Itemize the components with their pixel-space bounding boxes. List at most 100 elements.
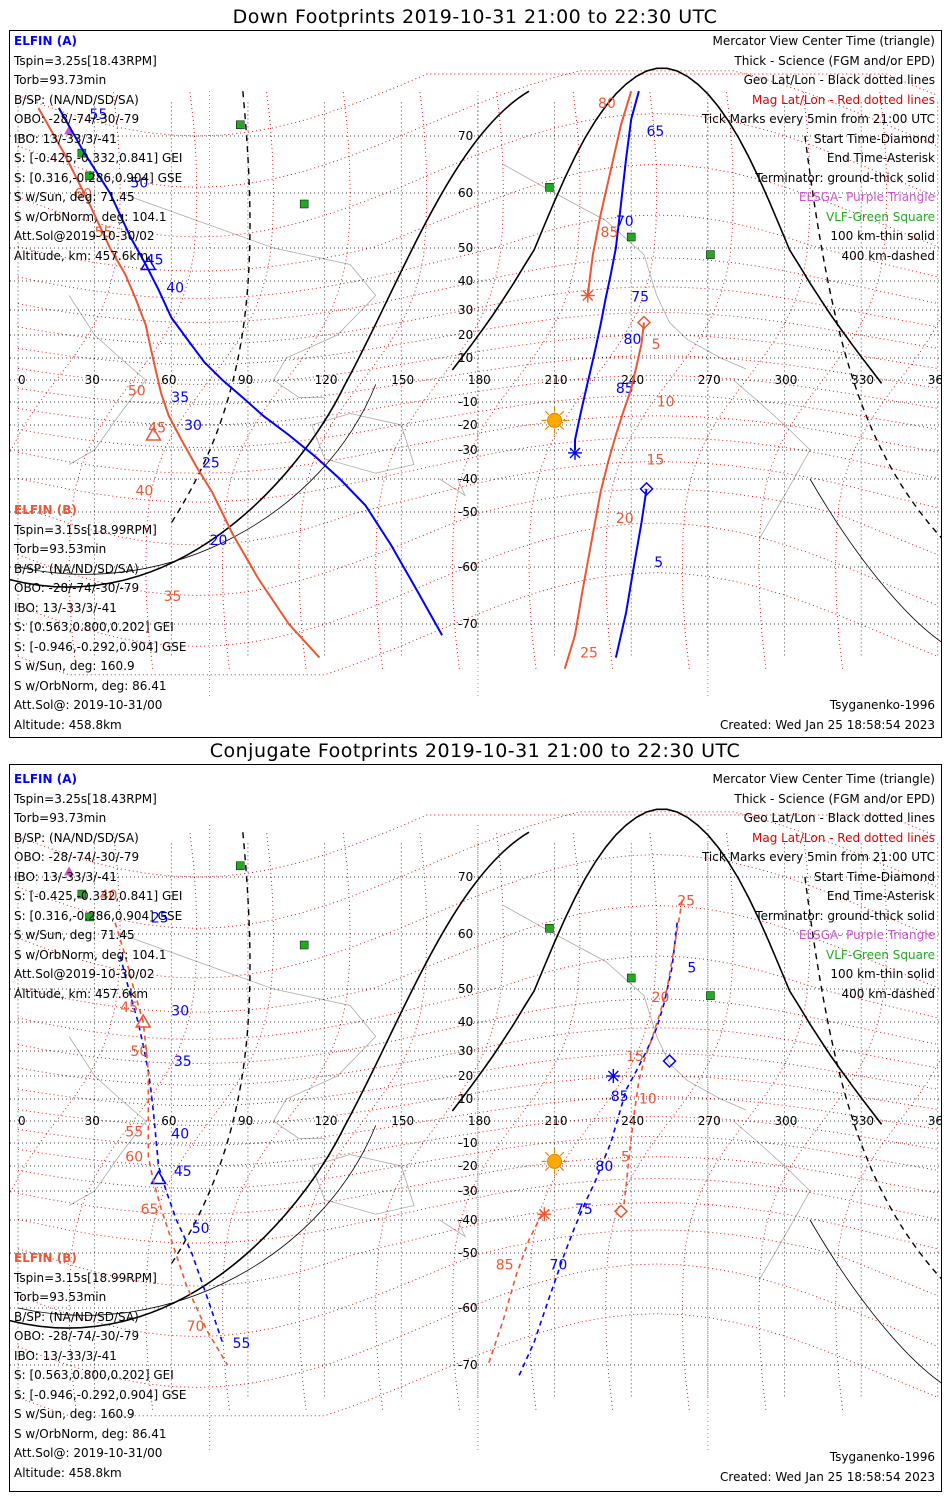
- sat-b-track-south: 5 10 15 20 25: [563, 315, 675, 670]
- lat-tick-label: 20: [458, 328, 473, 342]
- track-tick-label: 25: [580, 646, 598, 662]
- track-tick-label: 20: [210, 533, 228, 549]
- vlf-square: [85, 912, 94, 922]
- lat-tick-label: -30: [458, 443, 478, 457]
- start-diamond: [662, 1053, 677, 1069]
- sat-b-line: B/SP: (NA/ND/SD/SA): [14, 1309, 139, 1324]
- lon-tick-label: 0: [18, 1114, 26, 1128]
- lon-tick-label: 270: [698, 1114, 721, 1128]
- sat-b-line: IBO: 13/-33/3/-41: [14, 1348, 117, 1363]
- sat-b-line: Torb=93.53min: [14, 542, 107, 556]
- legend-item: ELSGA- Purple Triangle: [798, 190, 935, 204]
- legend-item: VLF-Green Square: [826, 209, 935, 224]
- sat-a-line: IBO: 13/-33/3/-41: [14, 869, 117, 884]
- track-tick-label: 5: [654, 555, 663, 571]
- legend-item: Terminator: ground-thick solid: [755, 908, 935, 923]
- map-canvas-down: 0306090120150180210240270300330360706050…: [10, 67, 941, 697]
- track-line: [58, 107, 444, 636]
- sat-a-line: IBO: 13/-33/3/-41: [14, 131, 117, 146]
- sat-b-line: Tspin=3.15s[18.99RPM]: [14, 1270, 157, 1285]
- track-tick-label: 40: [171, 1127, 189, 1143]
- track-tick-label: 45: [148, 421, 166, 437]
- legend-item: Start Time-Diamond: [813, 131, 935, 146]
- lat-tick-label: 30: [458, 1044, 473, 1058]
- sat-b-track-southwest: 85: [487, 1207, 552, 1366]
- start-diamond: [636, 315, 652, 330]
- track-tick-label: 75: [575, 1202, 593, 1218]
- track-tick-label: 20: [616, 511, 634, 527]
- sat-a-line: B/SP: (NA/ND/SD/SA): [14, 830, 139, 845]
- sat-b-info: ELFIN (B) Tspin=3.15s[18.99RPM] Torb=93.…: [14, 501, 187, 735]
- end-asterisk: [537, 1207, 552, 1222]
- sat-a-track-east: 65 70 75 80 85: [567, 90, 664, 460]
- lon-tick-label: 210: [545, 373, 568, 387]
- sat-a-line: Altitude, km: 457.6km: [14, 248, 149, 263]
- sat-b-line: OBO: -28/-74/-30/-79: [14, 1329, 140, 1343]
- track-tick-label: 85: [611, 1089, 629, 1105]
- legend-item: VLF-Green Square: [826, 947, 935, 962]
- track-tick-label: 40: [100, 888, 118, 904]
- track-line: [573, 90, 640, 450]
- legend-item: Mercator View Center Time (triangle): [712, 772, 935, 786]
- track-tick-label: 50: [130, 1044, 148, 1060]
- sat-a-line: Altitude, km: 457.6km: [14, 986, 149, 1001]
- vlf-square: [77, 889, 87, 899]
- lon-tick-label: 180: [468, 373, 491, 387]
- track-tick-label: 50: [128, 383, 146, 399]
- map-canvas-conjugate: 0306090120150180210240270300330360706050…: [10, 808, 941, 1451]
- sat-b-info: ELFIN (B) Tspin=3.15s[18.99RPM] Torb=93.…: [14, 1249, 187, 1483]
- sat-b-line: S: [-0.946,-0.292,0.904] GSE: [14, 1387, 187, 1402]
- legend-item: 100 km-thin solid: [830, 229, 935, 243]
- vlf-square: [545, 924, 554, 933]
- sat-a-line: Att.Sol@2019-10-30/02: [14, 229, 155, 243]
- track-tick-label: 60: [74, 187, 92, 203]
- legend-item: 400 km-dashed: [841, 248, 935, 263]
- sat-a-line: OBO: -28/-74/-30/-79: [14, 112, 140, 126]
- lat-tick-label: -30: [458, 1184, 478, 1198]
- track-tick-label: 50: [192, 1221, 210, 1237]
- lon-tick-label: 120: [315, 373, 338, 387]
- track-tick-label: 85: [601, 225, 619, 241]
- lon-tick-label: 60: [161, 1114, 176, 1128]
- sat-a-line: S: [0.316,-0.286,0.904] GSE: [14, 908, 183, 923]
- sat-b-line: Altitude: 458.8km: [14, 1465, 122, 1480]
- terminator: [10, 67, 941, 643]
- vlf-square: [706, 250, 715, 259]
- sat-b-track-west: 40 45 50 55 60 65 70: [100, 888, 229, 1366]
- lon-tick-label: 270: [698, 373, 721, 387]
- lat-tick-label: 50: [458, 982, 473, 996]
- sat-a-line: Tspin=3.25s[18.43RPM]: [14, 791, 157, 806]
- lat-tick-label: -70: [458, 617, 478, 631]
- sat-a-info: ELFIN (A) Tspin=3.25s[18.43RPM] Torb=93.…: [14, 32, 182, 266]
- vlf-square: [236, 861, 245, 871]
- sat-a-line: B/SP: (NA/ND/SD/SA): [14, 92, 139, 107]
- geo-grid: [10, 843, 941, 1399]
- vlf-square: [545, 183, 554, 192]
- center-time-triangle: [134, 1013, 152, 1028]
- track-tick-label: 20: [652, 990, 670, 1006]
- sat-a-line: OBO: -28/-74/-30/-79: [14, 850, 140, 864]
- track-tick-label: 15: [626, 1049, 644, 1065]
- legend-item: 100 km-thin solid: [830, 967, 935, 981]
- lat-tick-label: 40: [458, 274, 473, 288]
- lat-tick-label: -10: [458, 1136, 478, 1150]
- lat-tick-label: 30: [458, 303, 473, 317]
- lat-tick-label: -50: [458, 1246, 478, 1260]
- track-tick-label: 10: [657, 395, 675, 411]
- track-tick-label: 55: [125, 1124, 143, 1140]
- sat-a-line: S: [-0.425,-0.332,0.841] GEI: [14, 151, 183, 165]
- track-tick-label: 80: [624, 332, 642, 348]
- sat-a-track-east: 5 85 80 75 70: [518, 922, 696, 1377]
- track-tick-label: 70: [616, 214, 634, 230]
- vlf-stations: [77, 861, 715, 1000]
- legend-item: End Time-Asterisk: [826, 151, 935, 165]
- sat-a-line: S: [0.316,-0.286,0.904] GSE: [14, 170, 183, 185]
- sat-b-line: Att.Sol@: 2019-10-31/00: [14, 1446, 163, 1460]
- track-tick-label: 25: [677, 894, 695, 910]
- track-tick-label: 5: [652, 337, 661, 353]
- track-tick-label: 35: [174, 1054, 192, 1070]
- lat-tick-label: -20: [458, 418, 478, 432]
- sat-a-info: ELFIN (A) Tspin=3.25s[18.43RPM] Torb=93.…: [14, 770, 182, 1004]
